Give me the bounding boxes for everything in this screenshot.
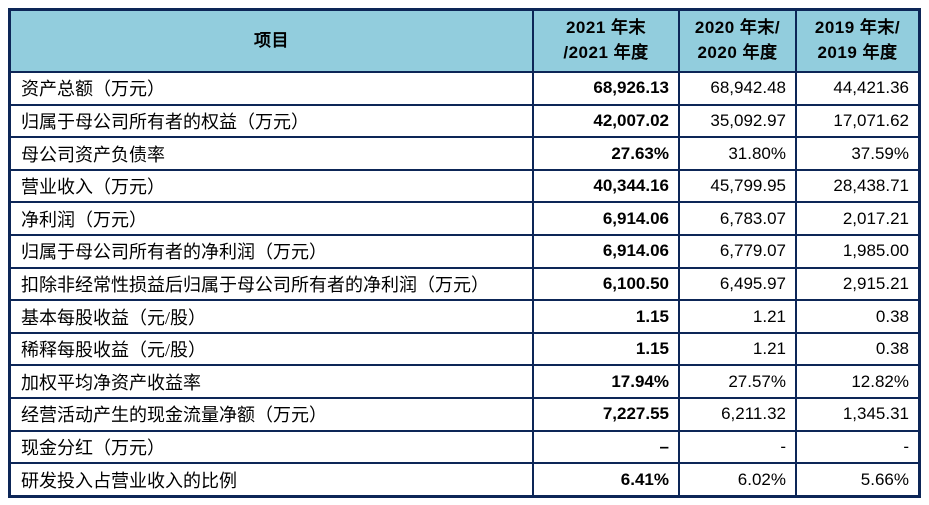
row-label: 经营活动产生的现金流量净额（万元）	[11, 399, 534, 432]
header-2021-line2: /2021 年度	[563, 43, 649, 62]
table-row: 归属于母公司所有者的净利润（万元） 6,914.06 6,779.07 1,98…	[11, 236, 918, 269]
value-2019: 28,438.71	[797, 171, 918, 204]
row-label: 加权平均净资产收益率	[11, 366, 534, 400]
table-row: 扣除非经常性损益后归属于母公司所有者的净利润（万元） 6,100.50 6,49…	[11, 268, 918, 302]
table-row: 研发投入占营业收入的比例 6.41% 6.02% 5.66%	[11, 464, 918, 495]
row-label: 营业收入（万元）	[11, 170, 534, 204]
header-2019-line1: 2019 年末/	[814, 18, 901, 38]
financial-summary-table: 项目 2021 年末 /2021 年度 2020 年末/ 2020 年度 201…	[8, 8, 921, 498]
value-2020: 35,092.97	[680, 105, 797, 139]
table-row: 现金分红（万元） – - -	[11, 431, 918, 465]
header-2019-line2: 2019 年度	[817, 43, 898, 62]
header-cell-2021: 2021 年末 /2021 年度	[534, 11, 680, 73]
table-row: 资产总额（万元） 68,926.13 68,942.48 44,421.36	[11, 73, 918, 106]
header-cell-2019: 2019 年末/ 2019 年度	[797, 11, 918, 73]
table-row: 稀释每股收益（元/股） 1.15 1.21 0.38	[11, 333, 918, 367]
row-label: 稀释每股收益（元/股）	[11, 333, 534, 367]
value-2021: 42,007.02	[534, 105, 680, 139]
header-2020-line2: 2020 年度	[697, 43, 778, 62]
value-2020: 1.21	[680, 333, 797, 367]
value-2021: 68,926.13	[534, 73, 680, 106]
row-label: 归属于母公司所有者的权益（万元）	[11, 105, 534, 139]
value-2021: 6,100.50	[534, 268, 680, 302]
table-row: 营业收入（万元） 40,344.16 45,799.95 28,438.71	[11, 170, 918, 204]
value-2019: 0.38	[797, 301, 918, 334]
value-2020: 1.21	[680, 301, 797, 334]
value-2019: 44,421.36	[797, 73, 918, 106]
value-2019: 0.38	[797, 334, 918, 367]
row-label: 净利润（万元）	[11, 203, 534, 237]
value-2019: 5.66%	[860, 469, 909, 489]
table-row: 母公司资产负债率 27.63% 31.80% 37.59%	[11, 138, 918, 171]
value-2020: 6,779.07	[680, 236, 797, 269]
value-2019: 1,345.31	[797, 399, 918, 432]
row-label: 扣除非经常性损益后归属于母公司所有者的净利润（万元）	[11, 268, 534, 302]
value-2021: 1.15	[534, 333, 680, 367]
value-2020: 45,799.95	[680, 170, 797, 204]
value-2019: 1,985.00	[797, 236, 918, 269]
value-2021: 1.15	[534, 301, 680, 334]
value-2021: –	[534, 431, 680, 465]
value-2020: 31.80%	[680, 138, 797, 171]
value-2020: 6,495.97	[680, 268, 797, 302]
row-label: 母公司资产负债率	[11, 138, 534, 171]
header-item-label: 项目	[254, 30, 289, 50]
header-cell-2020: 2020 年末/ 2020 年度	[680, 11, 797, 73]
table-row: 经营活动产生的现金流量净额（万元） 7,227.55 6,211.32 1,34…	[11, 399, 918, 432]
table-row: 归属于母公司所有者的权益（万元） 42,007.02 35,092.97 17,…	[11, 105, 918, 139]
value-2020: 6,783.07	[680, 203, 797, 237]
value-2021: 7,227.55	[534, 399, 680, 432]
value-2021: 27.63%	[534, 138, 680, 171]
value-2019: 12.82%	[797, 366, 918, 400]
row-label: 研发投入占营业收入的比例	[11, 464, 534, 495]
row-label: 现金分红（万元）	[11, 431, 534, 465]
row-label: 归属于母公司所有者的净利润（万元）	[11, 236, 534, 269]
table-row: 净利润（万元） 6,914.06 6,783.07 2,017.21	[11, 203, 918, 237]
value-2019: 2,915.21	[797, 269, 918, 302]
value-2019: 17,071.62	[797, 106, 918, 139]
value-2021: 17.94%	[534, 366, 680, 400]
row-label: 资产总额（万元）	[11, 73, 534, 106]
header-2020-line1: 2020 年末/	[694, 18, 781, 38]
header-2021-line1: 2021 年末	[565, 18, 647, 38]
value-2021: 6.41%	[534, 464, 680, 495]
value-2019: 37.59%	[797, 138, 918, 171]
row-label: 基本每股收益（元/股）	[11, 301, 534, 334]
value-2020: 27.57%	[680, 366, 797, 400]
value-2020: 6.02%	[680, 464, 797, 495]
value-2021: 6,914.06	[534, 203, 680, 237]
value-2019: -	[797, 432, 918, 465]
table-header-row: 项目 2021 年末 /2021 年度 2020 年末/ 2020 年度 201…	[11, 11, 918, 73]
table-row: 加权平均净资产收益率 17.94% 27.57% 12.82%	[11, 366, 918, 400]
table-row: 基本每股收益（元/股） 1.15 1.21 0.38	[11, 301, 918, 334]
value-2021: 40,344.16	[534, 170, 680, 204]
value-2020: 68,942.48	[680, 73, 797, 106]
value-2021: 6,914.06	[534, 236, 680, 269]
header-cell-item: 项目	[11, 11, 534, 73]
value-2020: -	[680, 431, 797, 465]
value-2020: 6,211.32	[680, 399, 797, 432]
value-2019: 2,017.21	[797, 203, 918, 237]
